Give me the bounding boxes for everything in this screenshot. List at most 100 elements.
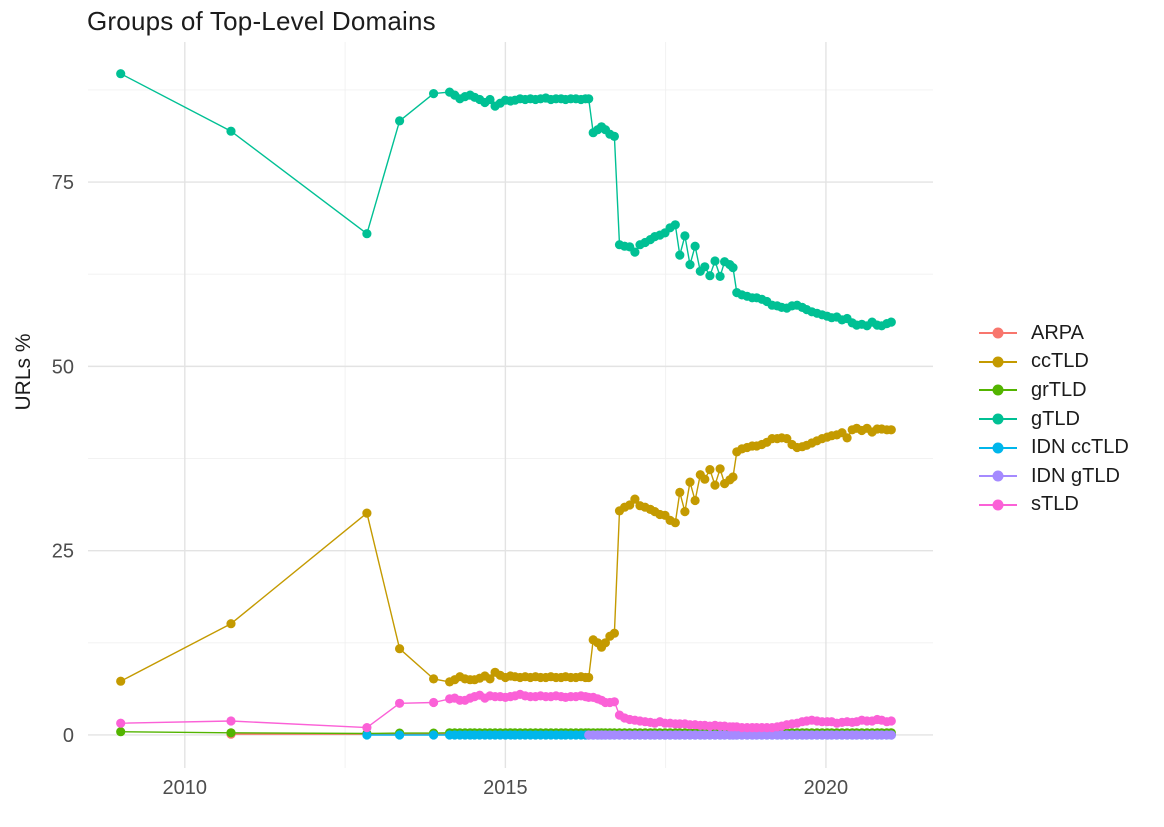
data-point — [886, 317, 896, 327]
legend-key-icon — [979, 384, 1017, 396]
data-point — [116, 69, 126, 79]
data-point — [395, 116, 405, 126]
legend-label: grTLD — [1031, 378, 1087, 401]
legend-key-dot — [992, 384, 1004, 396]
y-tick-label: 50 — [52, 356, 74, 378]
legend-key-icon — [979, 499, 1017, 511]
data-point — [685, 260, 695, 270]
legend-key-icon — [979, 327, 1017, 339]
data-point — [630, 494, 640, 504]
data-point — [710, 480, 720, 490]
legend-item-idn-cctld: IDN ccTLD — [978, 433, 1129, 462]
data-point — [429, 674, 439, 684]
data-point — [670, 518, 680, 528]
legend-item-stld: sTLD — [978, 491, 1129, 520]
data-point — [715, 464, 725, 474]
data-point — [226, 728, 236, 738]
data-point — [685, 477, 695, 487]
data-point — [728, 263, 738, 273]
data-point — [680, 231, 690, 241]
data-point — [362, 508, 372, 518]
gridlines-major — [88, 42, 933, 768]
data-point — [600, 638, 611, 648]
x-tick-label: 2020 — [804, 777, 849, 799]
data-point — [584, 672, 594, 683]
data-point — [710, 256, 720, 266]
data-point — [609, 628, 620, 638]
data-point — [675, 250, 685, 260]
data-point — [782, 434, 792, 444]
legend-item-idn-gtld: IDN gTLD — [978, 462, 1129, 491]
data-point — [728, 472, 738, 482]
data-point — [886, 716, 896, 726]
data-point — [429, 730, 439, 740]
legend-key-icon — [979, 356, 1017, 368]
legend-item-cctld: ccTLD — [978, 348, 1129, 377]
series-stld — [116, 689, 896, 733]
series-gtld — [116, 69, 896, 331]
legend-label: gTLD — [1031, 407, 1080, 430]
y-tick-label: 25 — [52, 541, 74, 563]
data-point — [362, 730, 372, 740]
data-point — [690, 495, 700, 506]
data-point — [886, 425, 896, 435]
data-point — [395, 644, 405, 654]
legend-key-dot — [992, 413, 1004, 425]
data-point — [226, 126, 236, 136]
data-point — [362, 229, 372, 239]
data-point — [700, 474, 710, 484]
data-point — [700, 262, 710, 272]
legend-item-arpa: ARPA — [978, 319, 1129, 348]
data-point — [429, 697, 439, 708]
data-point — [485, 674, 495, 684]
data-point — [362, 723, 372, 733]
y-tick-label: 75 — [52, 172, 74, 194]
legend-key-dot — [992, 327, 1004, 339]
legend-key-icon — [979, 442, 1017, 454]
data-point — [116, 727, 126, 737]
legend: ARPA ccTLD grTLD gTLD IDN ccTLD IDN gTLD sTLD — [978, 319, 1129, 519]
chart-title: Groups of Top-Level Domains — [87, 6, 436, 36]
legend-label: IDN gTLD — [1031, 464, 1120, 487]
y-tick-label: 0 — [63, 725, 74, 747]
data-point — [705, 465, 715, 475]
legend-key-dot — [992, 442, 1004, 454]
data-point — [842, 433, 852, 443]
legend-label: ARPA — [1031, 321, 1084, 344]
legend-label: ccTLD — [1031, 350, 1089, 373]
legend-key-icon — [979, 470, 1017, 482]
data-point — [226, 619, 236, 629]
legend-label: IDN ccTLD — [1031, 436, 1129, 459]
axis-tick-labels: 0 25 50 75 2010 2015 2020 — [52, 172, 848, 799]
data-point — [705, 271, 715, 281]
data-point — [226, 716, 236, 726]
legend-item-grtld: grTLD — [978, 376, 1129, 405]
data-point — [116, 718, 126, 728]
x-tick-label: 2010 — [163, 777, 208, 799]
data-point — [609, 131, 620, 141]
series-idn-gtld — [584, 730, 896, 740]
data-point — [116, 676, 126, 686]
data-point — [584, 94, 594, 104]
data-point — [485, 94, 495, 105]
legend-key-icon — [979, 413, 1017, 425]
data-point — [690, 241, 700, 251]
data-point — [609, 697, 620, 707]
data-point — [625, 500, 635, 510]
data-point — [715, 271, 725, 281]
series-cctld — [116, 423, 896, 687]
legend-item-gtld: gTLD — [978, 405, 1129, 434]
legend-key-dot — [992, 356, 1004, 368]
legend-key-dot — [992, 499, 1004, 511]
gridlines-minor — [88, 42, 933, 768]
data-point — [675, 487, 685, 497]
data-point — [670, 220, 680, 230]
data-point — [429, 89, 439, 99]
legend-key-dot — [992, 470, 1004, 482]
legend-label: sTLD — [1031, 493, 1079, 516]
data-point — [680, 507, 690, 517]
data-point — [886, 730, 896, 740]
data-point — [630, 247, 640, 257]
